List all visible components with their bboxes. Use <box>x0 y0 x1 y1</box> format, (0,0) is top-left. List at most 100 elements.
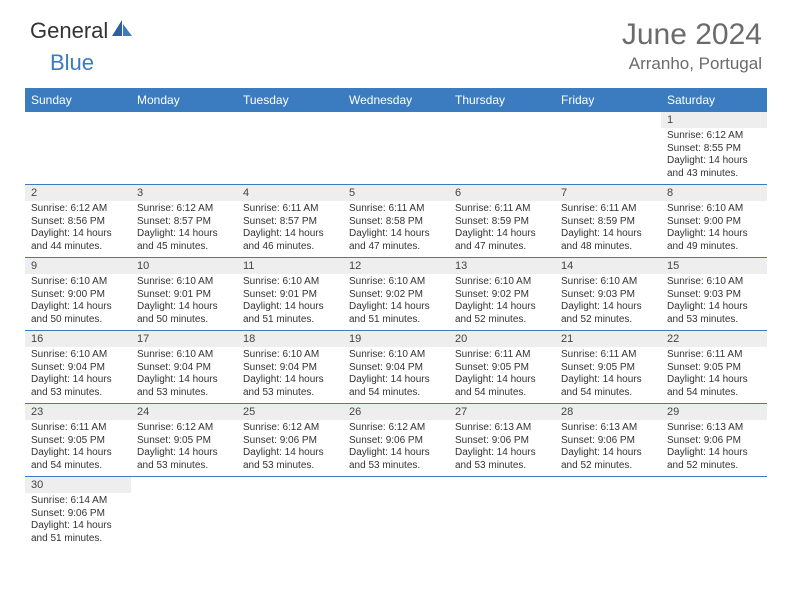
daylight-text: Daylight: 14 hours and 51 minutes. <box>31 520 125 545</box>
sunrise-text: Sunrise: 6:10 AM <box>243 276 337 289</box>
sunset-text: Sunset: 8:57 PM <box>137 216 231 229</box>
weekday-header: Thursday <box>449 88 555 112</box>
sunset-text: Sunset: 9:00 PM <box>31 289 125 302</box>
daylight-text: Daylight: 14 hours and 45 minutes. <box>137 228 231 253</box>
sunrise-text: Sunrise: 6:10 AM <box>349 276 443 289</box>
day-number: 2 <box>25 185 131 201</box>
sunrise-text: Sunrise: 6:11 AM <box>349 203 443 216</box>
sunrise-text: Sunrise: 6:12 AM <box>667 130 761 143</box>
sunrise-text: Sunrise: 6:11 AM <box>561 349 655 362</box>
daylight-text: Daylight: 14 hours and 53 minutes. <box>243 374 337 399</box>
sunrise-text: Sunrise: 6:13 AM <box>455 422 549 435</box>
day-cell: 25Sunrise: 6:12 AMSunset: 9:06 PMDayligh… <box>237 404 343 477</box>
day-number: 15 <box>661 258 767 274</box>
week-row: 9Sunrise: 6:10 AMSunset: 9:00 PMDaylight… <box>25 258 767 331</box>
day-number: 9 <box>25 258 131 274</box>
day-body: Sunrise: 6:11 AMSunset: 9:05 PMDaylight:… <box>661 347 767 403</box>
month-title: June 2024 <box>622 18 762 52</box>
day-body: Sunrise: 6:11 AMSunset: 8:59 PMDaylight:… <box>555 201 661 257</box>
sunrise-text: Sunrise: 6:14 AM <box>31 495 125 508</box>
daylight-text: Daylight: 14 hours and 44 minutes. <box>31 228 125 253</box>
daylight-text: Daylight: 14 hours and 51 minutes. <box>243 301 337 326</box>
empty-cell <box>449 112 555 185</box>
day-number: 19 <box>343 331 449 347</box>
day-cell: 12Sunrise: 6:10 AMSunset: 9:02 PMDayligh… <box>343 258 449 331</box>
sunset-text: Sunset: 8:55 PM <box>667 143 761 156</box>
daylight-text: Daylight: 14 hours and 53 minutes. <box>137 374 231 399</box>
day-number: 22 <box>661 331 767 347</box>
day-number: 7 <box>555 185 661 201</box>
sunset-text: Sunset: 9:05 PM <box>455 362 549 375</box>
daylight-text: Daylight: 14 hours and 47 minutes. <box>349 228 443 253</box>
day-number: 17 <box>131 331 237 347</box>
daylight-text: Daylight: 14 hours and 43 minutes. <box>667 155 761 180</box>
day-body: Sunrise: 6:10 AMSunset: 9:04 PMDaylight:… <box>237 347 343 403</box>
daylight-text: Daylight: 14 hours and 46 minutes. <box>243 228 337 253</box>
day-body: Sunrise: 6:12 AMSunset: 9:05 PMDaylight:… <box>131 420 237 476</box>
daylight-text: Daylight: 14 hours and 53 minutes. <box>31 374 125 399</box>
sunrise-text: Sunrise: 6:12 AM <box>349 422 443 435</box>
day-number: 8 <box>661 185 767 201</box>
day-number: 1 <box>661 112 767 128</box>
week-row: 16Sunrise: 6:10 AMSunset: 9:04 PMDayligh… <box>25 331 767 404</box>
weekday-header-row: SundayMondayTuesdayWednesdayThursdayFrid… <box>25 88 767 112</box>
sunset-text: Sunset: 9:06 PM <box>349 435 443 448</box>
sunrise-text: Sunrise: 6:10 AM <box>243 349 337 362</box>
day-body: Sunrise: 6:11 AMSunset: 9:05 PMDaylight:… <box>449 347 555 403</box>
weekday-header: Wednesday <box>343 88 449 112</box>
day-number: 23 <box>25 404 131 420</box>
sunrise-text: Sunrise: 6:11 AM <box>667 349 761 362</box>
sunset-text: Sunset: 9:04 PM <box>31 362 125 375</box>
sunset-text: Sunset: 9:00 PM <box>667 216 761 229</box>
daylight-text: Daylight: 14 hours and 50 minutes. <box>31 301 125 326</box>
sunrise-text: Sunrise: 6:10 AM <box>31 349 125 362</box>
day-cell: 10Sunrise: 6:10 AMSunset: 9:01 PMDayligh… <box>131 258 237 331</box>
day-number: 27 <box>449 404 555 420</box>
sail-icon <box>110 18 134 44</box>
week-row: 30Sunrise: 6:14 AMSunset: 9:06 PMDayligh… <box>25 477 767 550</box>
sunrise-text: Sunrise: 6:10 AM <box>455 276 549 289</box>
brand-logo: General <box>30 18 136 44</box>
sunset-text: Sunset: 9:04 PM <box>349 362 443 375</box>
empty-cell <box>237 112 343 185</box>
sunrise-text: Sunrise: 6:11 AM <box>455 349 549 362</box>
sunrise-text: Sunrise: 6:10 AM <box>31 276 125 289</box>
calendar-table: SundayMondayTuesdayWednesdayThursdayFrid… <box>25 88 767 549</box>
day-cell: 26Sunrise: 6:12 AMSunset: 9:06 PMDayligh… <box>343 404 449 477</box>
day-body: Sunrise: 6:12 AMSunset: 9:06 PMDaylight:… <box>237 420 343 476</box>
sunrise-text: Sunrise: 6:10 AM <box>349 349 443 362</box>
daylight-text: Daylight: 14 hours and 52 minutes. <box>561 301 655 326</box>
sunrise-text: Sunrise: 6:10 AM <box>667 203 761 216</box>
daylight-text: Daylight: 14 hours and 49 minutes. <box>667 228 761 253</box>
sunset-text: Sunset: 9:01 PM <box>137 289 231 302</box>
day-number: 25 <box>237 404 343 420</box>
daylight-text: Daylight: 14 hours and 53 minutes. <box>137 447 231 472</box>
day-cell: 21Sunrise: 6:11 AMSunset: 9:05 PMDayligh… <box>555 331 661 404</box>
sunset-text: Sunset: 8:59 PM <box>561 216 655 229</box>
daylight-text: Daylight: 14 hours and 48 minutes. <box>561 228 655 253</box>
day-body: Sunrise: 6:10 AMSunset: 9:01 PMDaylight:… <box>237 274 343 330</box>
sunrise-text: Sunrise: 6:10 AM <box>667 276 761 289</box>
sunset-text: Sunset: 9:04 PM <box>137 362 231 375</box>
day-cell: 18Sunrise: 6:10 AMSunset: 9:04 PMDayligh… <box>237 331 343 404</box>
day-cell: 13Sunrise: 6:10 AMSunset: 9:02 PMDayligh… <box>449 258 555 331</box>
sunset-text: Sunset: 9:05 PM <box>137 435 231 448</box>
day-cell: 23Sunrise: 6:11 AMSunset: 9:05 PMDayligh… <box>25 404 131 477</box>
day-cell: 30Sunrise: 6:14 AMSunset: 9:06 PMDayligh… <box>25 477 131 550</box>
page-header: General June 2024 Arranho, Portugal <box>0 0 792 82</box>
sunset-text: Sunset: 9:05 PM <box>31 435 125 448</box>
sunset-text: Sunset: 9:06 PM <box>243 435 337 448</box>
sunrise-text: Sunrise: 6:10 AM <box>137 276 231 289</box>
day-body: Sunrise: 6:10 AMSunset: 9:00 PMDaylight:… <box>661 201 767 257</box>
title-block: June 2024 Arranho, Portugal <box>622 18 762 74</box>
day-body: Sunrise: 6:11 AMSunset: 8:58 PMDaylight:… <box>343 201 449 257</box>
day-body: Sunrise: 6:10 AMSunset: 9:00 PMDaylight:… <box>25 274 131 330</box>
day-body: Sunrise: 6:13 AMSunset: 9:06 PMDaylight:… <box>661 420 767 476</box>
daylight-text: Daylight: 14 hours and 52 minutes. <box>455 301 549 326</box>
day-body: Sunrise: 6:14 AMSunset: 9:06 PMDaylight:… <box>25 493 131 549</box>
day-number: 14 <box>555 258 661 274</box>
daylight-text: Daylight: 14 hours and 54 minutes. <box>349 374 443 399</box>
day-cell: 7Sunrise: 6:11 AMSunset: 8:59 PMDaylight… <box>555 185 661 258</box>
sunset-text: Sunset: 9:04 PM <box>243 362 337 375</box>
weekday-header: Friday <box>555 88 661 112</box>
